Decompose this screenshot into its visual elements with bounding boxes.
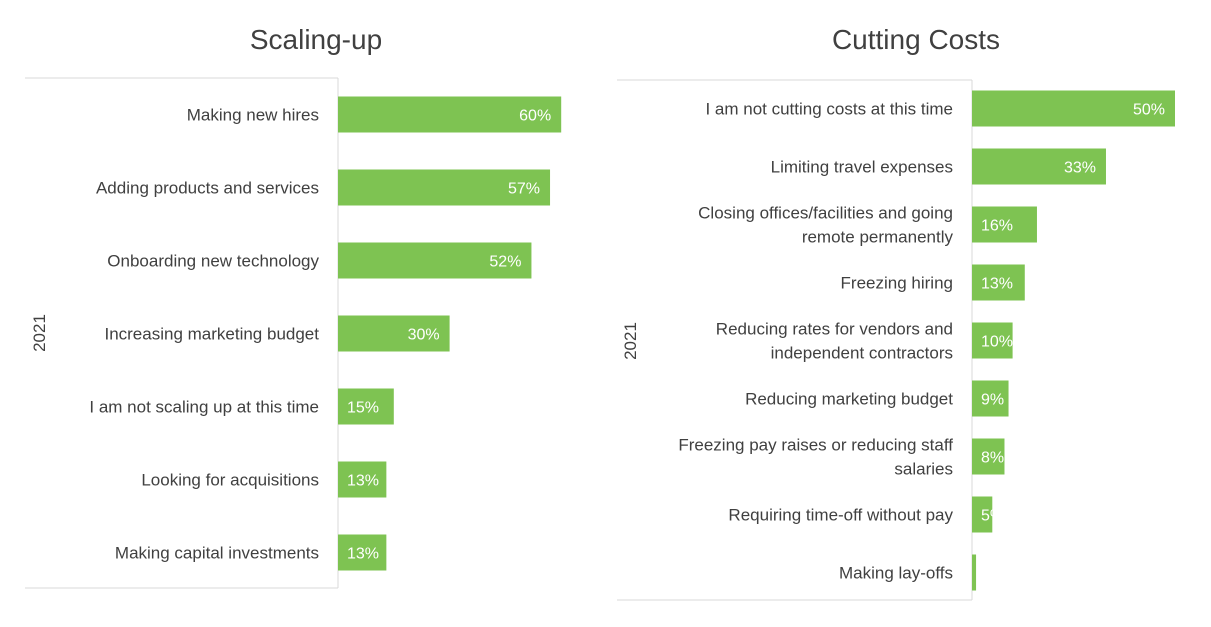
data-label: 57% [508, 181, 540, 198]
bar [338, 96, 562, 133]
data-label: 15% [347, 400, 379, 417]
bar [972, 496, 993, 533]
bars-group: Making new hires 60% Adding products and s… [25, 77, 562, 589]
bar [972, 264, 1025, 301]
chart-title: Scaling-up [250, 24, 382, 55]
data-label: 10% [981, 334, 1013, 351]
category-label: I am not cutting costs at this time [705, 100, 953, 119]
category-label: Reducing marketing budget [745, 390, 953, 409]
cutting-costs-chart: Cutting Costs 2021 I am not cutting cost… [617, 24, 1175, 601]
group-label: 2021 [621, 322, 640, 360]
bars-group: I am not cutting costs at this time 50% Li… [617, 79, 1175, 601]
category-label: Increasing marketing budget [104, 325, 319, 344]
bar [338, 461, 387, 498]
bar [972, 554, 977, 591]
bar [972, 380, 1009, 417]
category-label: Limiting travel expenses [771, 158, 953, 177]
group-label: 2021 [30, 314, 49, 352]
category-label: Onboarding new technology [107, 252, 319, 271]
bar [338, 534, 387, 571]
data-label: 30% [408, 327, 440, 344]
category-label: I am not scaling up at this time [89, 398, 319, 417]
data-label: 8% [981, 450, 1004, 467]
data-label: 60% [519, 108, 551, 125]
bar [338, 242, 532, 279]
bar [972, 90, 1175, 127]
bar [972, 148, 1106, 185]
category-label: Freezing hiring [841, 274, 953, 293]
category-label: Making new hires [187, 106, 319, 125]
bar [972, 438, 1005, 475]
bar [338, 169, 551, 206]
category-label: Making capital investments [115, 544, 319, 563]
category-label: Freezing pay raises or reducing staff sal… [678, 436, 953, 479]
bar [338, 315, 450, 352]
category-label: Requiring time-off without pay [728, 506, 953, 525]
scaling-up-chart: Scaling-up 2021 Making new hires 60% Addin… [25, 24, 562, 589]
bar [338, 388, 394, 425]
data-label: 52% [489, 254, 521, 271]
data-label: 33% [1064, 160, 1096, 177]
category-label: Reducing rates for vendors and independen… [716, 320, 953, 363]
chart-title: Cutting Costs [832, 24, 1000, 55]
category-label: Making lay-offs [839, 564, 953, 583]
data-label: 13% [347, 546, 379, 563]
data-label: 5% [981, 508, 1004, 525]
bar [972, 206, 1037, 243]
category-label: Adding products and services [96, 179, 319, 198]
bar [972, 322, 1013, 359]
data-label: 9% [981, 392, 1004, 409]
data-label: 50% [1133, 102, 1165, 119]
data-label: 13% [347, 473, 379, 490]
category-label: Closing offices/facilities and going remo… [698, 204, 953, 247]
data-label: 13% [981, 276, 1013, 293]
category-label: Looking for acquisitions [141, 471, 319, 490]
data-label: 16% [981, 218, 1013, 235]
